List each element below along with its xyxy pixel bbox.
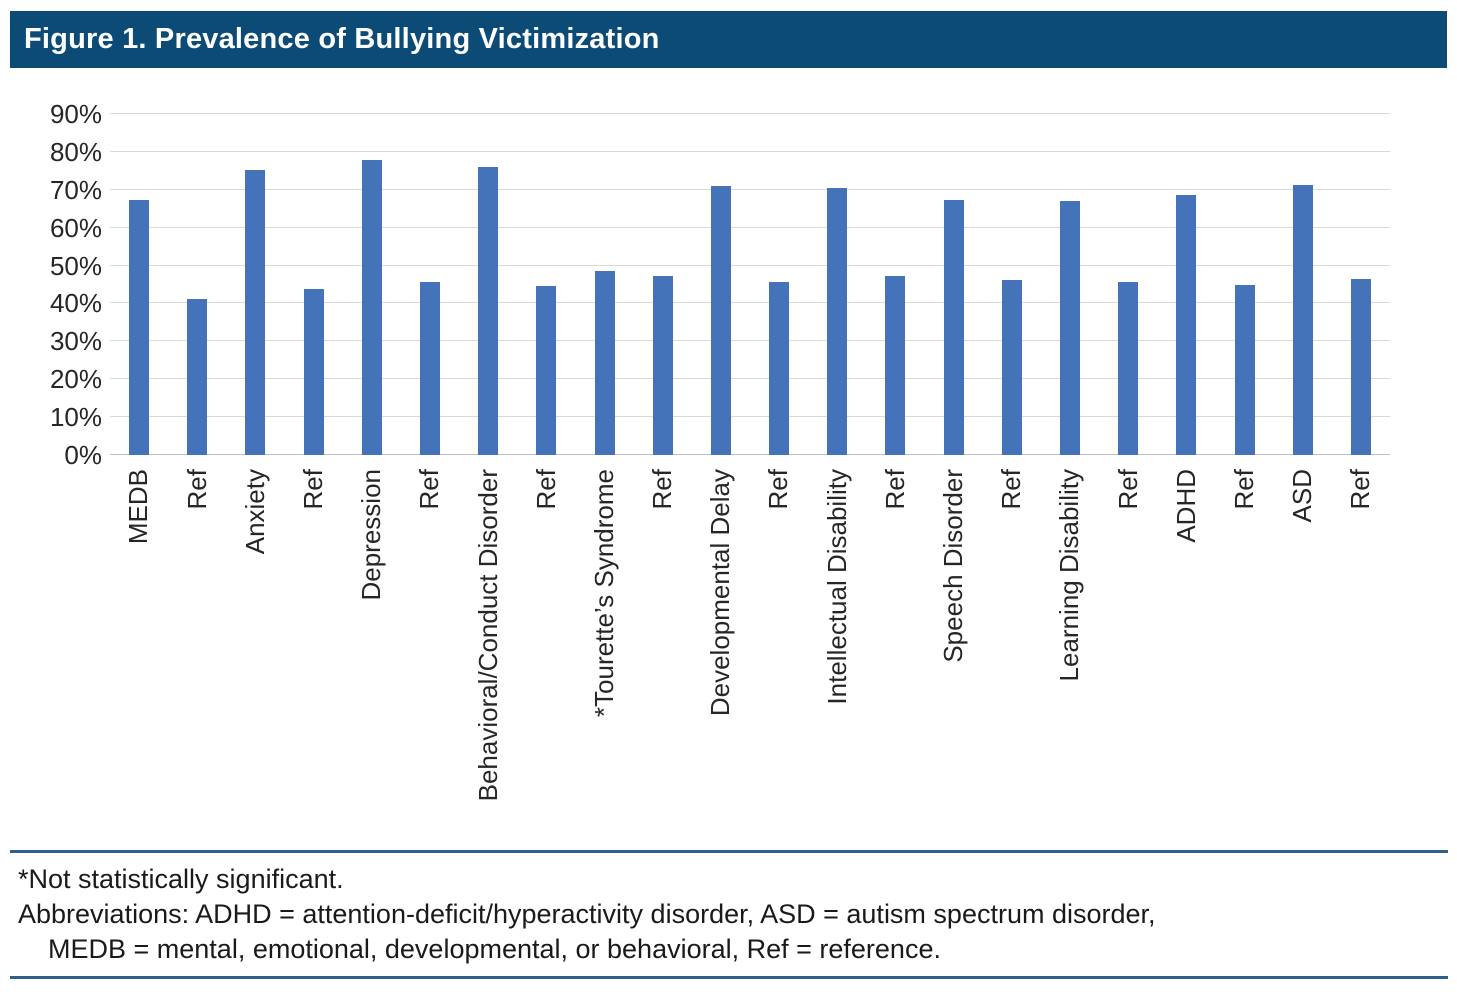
x-axis-label-text: Ref: [879, 469, 910, 510]
bar-ref: [187, 299, 208, 455]
x-axis-label-text: Ref: [996, 469, 1027, 510]
bar-anxiety: [245, 170, 266, 455]
x-axis-label-text: Ref: [1345, 469, 1376, 510]
bar-ref: [303, 289, 324, 455]
bar-ref: [652, 275, 673, 455]
x-axis-label-ref: Ref: [1332, 469, 1390, 859]
x-axis-label-ref: Ref: [1215, 469, 1273, 859]
x-axis-label-ref: Ref: [634, 469, 692, 859]
bar-asd: [1292, 184, 1313, 455]
gridline-80: [110, 150, 1390, 152]
bar-ref: [1001, 280, 1022, 455]
y-axis-label-30: 30%: [49, 326, 102, 357]
x-axis-label-ref: Ref: [983, 469, 1041, 859]
x-axis-label-anxiety: Anxiety: [226, 469, 284, 859]
x-axis-label-text: Behavioral/Conduct Disorder: [472, 469, 503, 802]
footnote-abbreviations-line-2: MEDB = mental, emotional, developmental,…: [48, 934, 941, 964]
bar-ref: [1350, 278, 1371, 455]
x-axis-label-depression: Depression: [343, 469, 401, 859]
bar-medb: [129, 200, 150, 455]
x-axis-label-ref: Ref: [866, 469, 924, 859]
x-axis-label-tourette-s-syndrome: *Tourette’s Syndrome: [575, 469, 633, 859]
gridline-30: [110, 340, 1390, 342]
y-axis-label-0: 0%: [64, 440, 102, 470]
x-axis-label-intellectual-disability: Intellectual Disability: [808, 469, 866, 859]
bar-ref: [536, 286, 557, 455]
x-axis-label-ref: Ref: [517, 469, 575, 859]
y-axis-label-50: 50%: [49, 250, 102, 281]
bar-developmental-delay: [710, 186, 731, 455]
x-axis-label-ref: Ref: [168, 469, 226, 859]
figure-title-bar: Figure 1. Prevalence of Bullying Victimi…: [10, 11, 1447, 68]
bar-depression: [361, 159, 382, 455]
gridline-70: [110, 188, 1390, 190]
x-axis: MEDB Ref Anxiety Ref Depression Ref Behavioral…: [110, 469, 1390, 859]
gridline-90: [110, 113, 1390, 114]
x-axis-label-text: *Tourette’s Syndrome: [588, 469, 619, 718]
gridline-60: [110, 226, 1390, 228]
bar-intellectual-disability: [827, 187, 848, 455]
x-axis-label-adhd: ADHD: [1157, 469, 1215, 859]
x-axis-label-text: Developmental Delay: [705, 469, 736, 717]
x-axis-label-ref: Ref: [1099, 469, 1157, 859]
bar-ref: [885, 276, 906, 455]
x-axis-label-ref: Ref: [285, 469, 343, 859]
x-axis-label-text: Ref: [181, 469, 212, 510]
x-axis-label-text: Depression: [356, 469, 387, 601]
x-axis-label-ref: Ref: [750, 469, 808, 859]
bar-ref: [420, 282, 440, 455]
footnote-abbreviations-line-1: Abbreviations: ADHD = attention-deficit/…: [18, 899, 1156, 929]
x-axis-label-text: ASD: [1287, 469, 1318, 523]
x-axis-label-text: Anxiety: [239, 469, 270, 555]
bar-ref: [769, 281, 790, 455]
bar-chart: 0% 10% 20% 30% 40% 50% 60% 70% 80% 90% MEDB Ref Anx…: [0, 99, 1390, 859]
gridline-20: [110, 378, 1390, 380]
x-axis-label-learning-disability: Learning Disability: [1041, 469, 1099, 859]
x-axis-label-asd: ASD: [1274, 469, 1332, 859]
figure-title: Figure 1. Prevalence of Bullying Victimi…: [24, 23, 660, 55]
bar-speech-disorder: [943, 200, 964, 455]
x-axis-label-speech-disorder: Speech Disorder: [925, 469, 983, 859]
x-axis-label-text: MEDB: [123, 469, 154, 545]
y-axis-label-90: 90%: [49, 99, 102, 129]
gridline-50: [110, 264, 1390, 266]
plot-area: [110, 113, 1390, 455]
y-axis-label-20: 20%: [49, 364, 102, 395]
bar-behavioral-conduct-disorder: [478, 166, 499, 455]
gridline-40: [110, 302, 1390, 304]
footnote: *Not statistically significant. Abbrevia…: [10, 850, 1448, 979]
x-axis-label-text: Ref: [297, 469, 328, 510]
bar-learning-disability: [1060, 201, 1080, 455]
x-axis-label-text: Speech Disorder: [937, 469, 968, 663]
x-axis-label-medb: MEDB: [110, 469, 168, 859]
y-axis-label-10: 10%: [49, 402, 102, 433]
bar-adhd: [1176, 195, 1197, 455]
y-axis: 0% 10% 20% 30% 40% 50% 60% 70% 80% 90%: [0, 99, 102, 470]
bar-ref: [1234, 284, 1255, 455]
x-axis-label-text: Ref: [1112, 469, 1143, 510]
gridline-10: [110, 416, 1390, 418]
x-axis-label-ref: Ref: [401, 469, 459, 859]
x-axis-label-text: ADHD: [1170, 469, 1201, 543]
footnote-significance-note: *Not statistically significant.: [18, 864, 344, 894]
x-axis-label-text: Intellectual Disability: [821, 469, 852, 705]
x-axis-line: [110, 454, 1390, 455]
x-axis-label-text: Ref: [530, 469, 561, 510]
y-axis-label-60: 60%: [49, 212, 102, 243]
y-axis-label-40: 40%: [49, 288, 102, 319]
bar-ref: [1118, 281, 1139, 455]
x-axis-label-behavioral-conduct-disorder: Behavioral/Conduct Disorder: [459, 469, 517, 859]
x-axis-label-text: Ref: [1228, 469, 1259, 510]
x-axis-label-text: Ref: [647, 469, 678, 510]
bar-tourette-s-syndrome: [594, 270, 615, 455]
x-axis-label-developmental-delay: Developmental Delay: [692, 469, 750, 859]
y-axis-label-80: 80%: [49, 136, 102, 167]
y-axis-label-70: 70%: [49, 174, 102, 205]
x-axis-label-text: Ref: [414, 469, 445, 510]
x-axis-label-text: Ref: [763, 469, 794, 510]
x-axis-label-text: Learning Disability: [1054, 469, 1085, 682]
